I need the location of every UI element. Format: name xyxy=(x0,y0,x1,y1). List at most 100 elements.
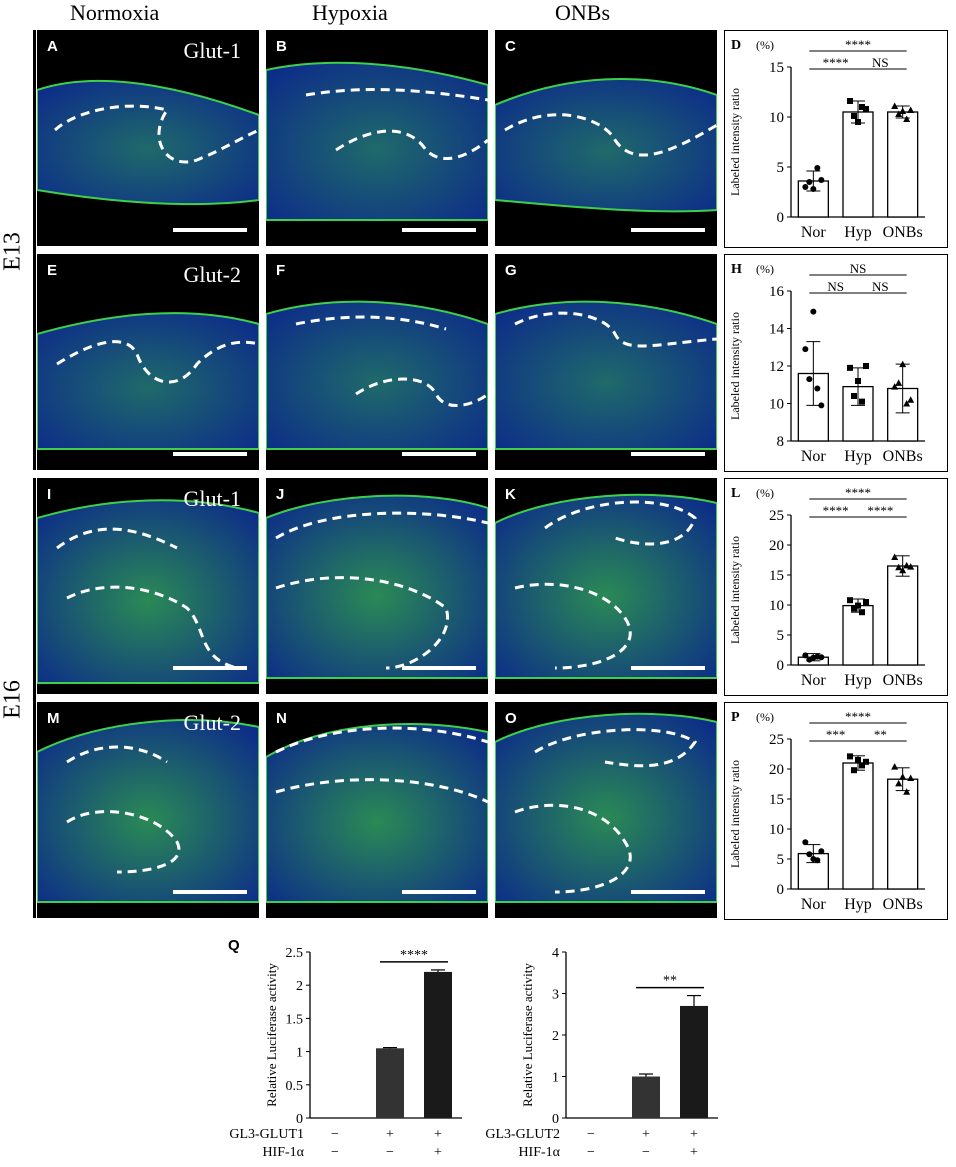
tissue-section xyxy=(495,77,717,213)
data-point xyxy=(810,308,817,315)
column-header-onbs: ONBs xyxy=(555,0,611,25)
chart-q-glut1: Relative Luciferase activity 0 0.5 1 1.5 2 2.5… xyxy=(230,940,470,1164)
condition-label: HIF-1α xyxy=(262,1145,304,1160)
y-tick-label: 20 xyxy=(769,538,784,554)
data-point xyxy=(818,848,825,855)
data-point xyxy=(899,107,907,114)
data-point xyxy=(895,779,903,787)
data-point xyxy=(847,597,853,604)
significance-label: NS xyxy=(872,279,889,294)
data-point xyxy=(855,602,861,609)
significance-label: NS xyxy=(827,279,844,294)
y-unit: (%) xyxy=(756,262,774,276)
condition-label: pGL3-GLUT1 xyxy=(230,1127,304,1142)
y-tick-label: 0 xyxy=(552,1112,559,1127)
bar-onbs xyxy=(887,565,919,666)
data-point xyxy=(895,563,903,571)
tissue-section xyxy=(266,723,488,903)
y-tick-label: 4 xyxy=(552,946,559,961)
y-tick-label: 5 xyxy=(777,852,785,868)
data-point xyxy=(851,113,857,119)
tissue-section xyxy=(266,494,488,679)
y-tick-label: 12 xyxy=(769,359,784,375)
data-point xyxy=(891,383,899,390)
data-point xyxy=(855,757,861,763)
bar xyxy=(376,1048,404,1118)
data-point xyxy=(891,553,899,560)
bar-hyp xyxy=(842,604,874,666)
marker-label: Glut-1 xyxy=(183,38,241,63)
dashed-outline xyxy=(514,728,698,894)
y-axis-label: Relative Luciferase activity xyxy=(520,963,535,1107)
panel-letter: E xyxy=(47,262,58,279)
condition-sign: + xyxy=(434,1127,442,1142)
row-label-e13: E13 xyxy=(0,232,26,271)
x-tick-label: ONBs xyxy=(883,672,923,689)
condition-sign: − xyxy=(587,1127,595,1142)
tissue-section xyxy=(37,312,259,450)
condition-sign: + xyxy=(434,1145,442,1160)
data-point xyxy=(806,851,813,858)
dashed-outline xyxy=(275,511,488,670)
data-point xyxy=(818,402,825,409)
significance-label: NS xyxy=(872,55,889,70)
y-tick-label: 15 xyxy=(769,568,784,584)
y-tick-label: 0.5 xyxy=(286,1079,304,1094)
y-tick-label: 1 xyxy=(296,1046,303,1061)
data-point xyxy=(806,376,813,383)
panel-letter: L xyxy=(731,486,740,501)
row-bracket-e16 xyxy=(33,478,36,918)
y-tick-label: 0 xyxy=(777,658,785,674)
dashed-outline xyxy=(295,315,488,408)
tissue-section xyxy=(37,719,259,903)
condition-sign: − xyxy=(386,1145,394,1160)
bar-hyp xyxy=(842,111,874,218)
tissue-section xyxy=(266,61,488,221)
y-tick-label: 10 xyxy=(769,822,784,838)
data-point xyxy=(907,396,915,403)
data-point xyxy=(851,767,857,774)
data-point xyxy=(814,857,821,864)
x-tick-label: Nor xyxy=(801,224,827,241)
tissue-section xyxy=(266,300,488,450)
bar-hyp xyxy=(842,762,874,890)
significance-label: **** xyxy=(867,503,893,518)
panel-letter: C xyxy=(505,38,516,55)
data-point xyxy=(863,363,869,369)
data-point xyxy=(802,346,809,353)
column-header-hypoxia: Hypoxia xyxy=(312,0,388,25)
data-point xyxy=(907,774,915,781)
condition-sign: + xyxy=(642,1127,650,1142)
data-point xyxy=(863,758,869,765)
panel-letter: F xyxy=(276,262,286,279)
y-axis-label: Labeled intensity ratio xyxy=(728,312,742,420)
x-tick-label: ONBs xyxy=(883,224,923,241)
condition-sign: − xyxy=(331,1127,339,1142)
panel-letter: P xyxy=(731,710,740,725)
marker-label: Glut-1 xyxy=(183,486,241,511)
significance-label: ** xyxy=(663,974,677,989)
bar-onbs xyxy=(887,778,919,890)
panel-letter: N xyxy=(276,710,287,727)
chart-q-glut2: Relative Luciferase activity 0 1 2 3 4 ** pGL3-… xyxy=(486,940,726,1164)
significance-label: **** xyxy=(845,37,871,52)
chart-d: D (%) Labeled intensity ratio 0 5 10 15 Nor Hyp O… xyxy=(724,30,948,248)
data-point xyxy=(891,763,899,770)
x-tick-label: Hyp xyxy=(844,672,872,689)
data-point xyxy=(859,609,865,616)
data-point xyxy=(899,566,907,574)
condition-sign: − xyxy=(587,1145,595,1160)
y-tick-label: 10 xyxy=(769,110,784,126)
panel-letter: K xyxy=(505,486,516,503)
condition-sign: + xyxy=(386,1127,394,1142)
column-header-normoxia: Normoxia xyxy=(70,0,160,25)
row-label-e16: E16 xyxy=(0,680,26,719)
x-tick-label: ONBs xyxy=(883,896,923,913)
dashed-outline xyxy=(514,500,697,670)
y-unit: (%) xyxy=(756,710,774,724)
chart-h: H (%) Labeled intensity ratio 8 10 12 14 16 Nor H… xyxy=(724,254,948,472)
micrograph-panel-e: E Glut-2 xyxy=(37,254,259,470)
x-tick-label: Nor xyxy=(801,896,827,913)
x-tick-label: Hyp xyxy=(844,224,872,241)
y-axis-label: Relative Luciferase activity xyxy=(264,963,279,1107)
